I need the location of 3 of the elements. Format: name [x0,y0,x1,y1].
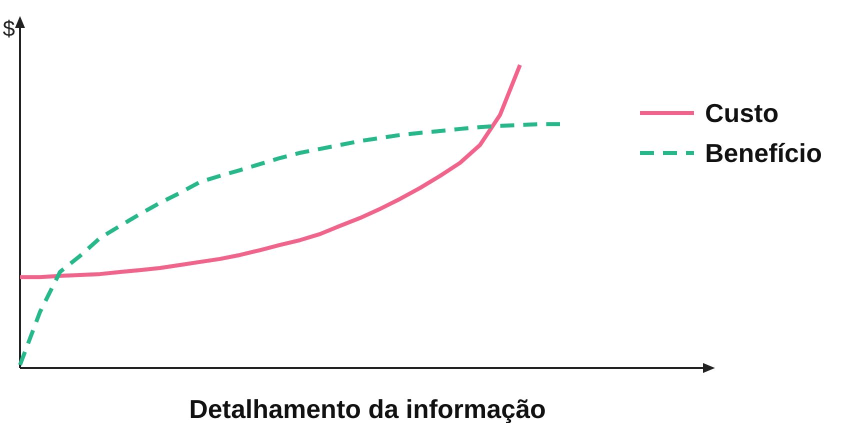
y-axis-title: $ [2,16,15,41]
legend-label: Custo [705,98,779,128]
legend-label: Benefício [705,138,822,168]
